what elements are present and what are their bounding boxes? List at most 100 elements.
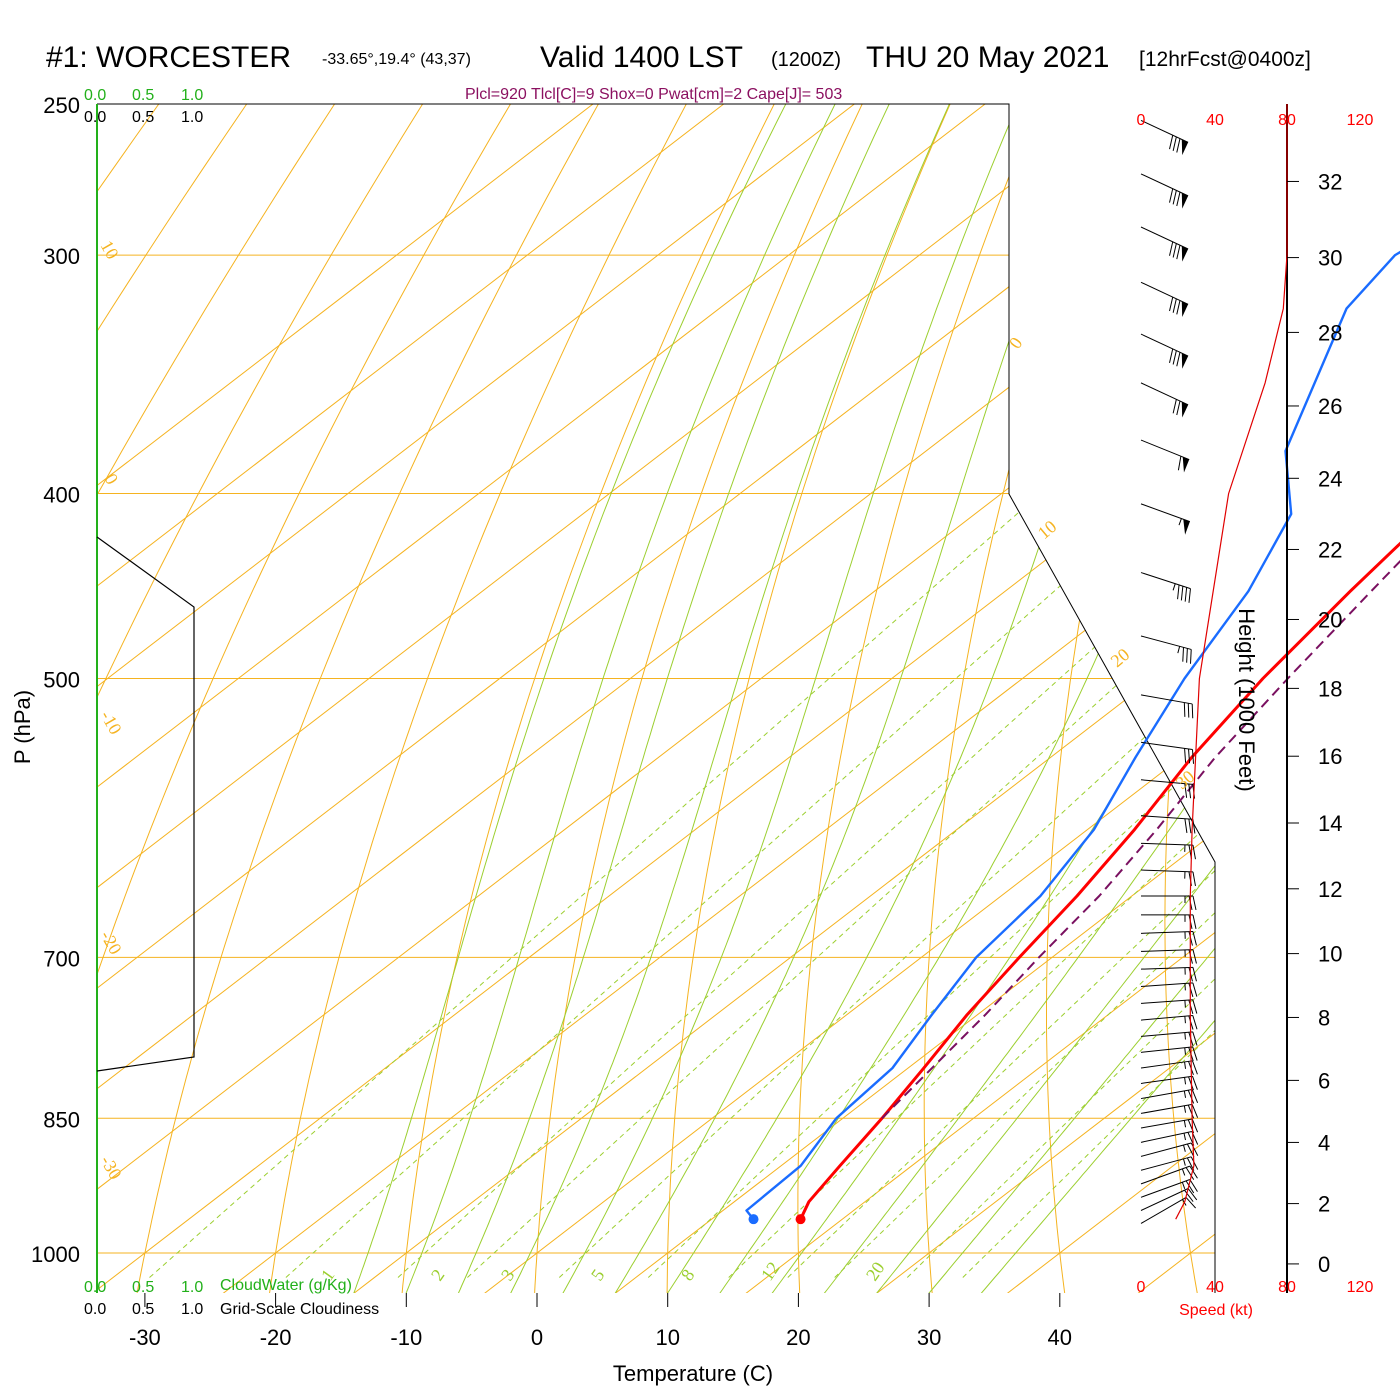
wind-barb: [1140, 635, 1192, 664]
mixing-ratio-2: [397, 493, 1215, 1278]
pressure-tick-1000: 1000: [31, 1242, 80, 1267]
wind-barb: [1140, 1103, 1199, 1119]
wind-barb: [1140, 572, 1191, 603]
wind-barb: [1140, 281, 1189, 317]
zulu-time: (1200Z): [771, 49, 841, 71]
height-tick-18: 18: [1318, 676, 1342, 701]
cloudiness-label: Grid-Scale Cloudiness: [220, 1301, 379, 1318]
height-tick-32: 32: [1318, 169, 1342, 194]
mixing-ratio-0.4: [149, 493, 1041, 1278]
wind-barb: [1140, 503, 1191, 535]
plot-frame: [97, 103, 1216, 1293]
temp-tick-30: 30: [917, 1325, 941, 1350]
y-axis-title: P (hPa): [10, 690, 35, 764]
valid-time: Valid 1400 LST: [540, 41, 743, 74]
moist-adiabat: [928, 104, 1215, 1293]
speed-axis-label: Speed (kt): [1179, 1302, 1253, 1319]
height-tick-30: 30: [1318, 246, 1342, 271]
dry-adiabat: [666, 104, 966, 1293]
moist-adiabat: [353, 104, 795, 1293]
mixing-ratio-label-5: 5: [587, 1265, 609, 1284]
height-tick-20: 20: [1318, 607, 1342, 632]
cloud-scale-bottom-green-2: 1.0: [181, 1279, 203, 1296]
isotherm--90: [97, 104, 899, 1293]
wind-barbs: [1140, 119, 1199, 1224]
isotherm--80: [97, 104, 1030, 1293]
mixing-ratio-12: [728, 493, 1215, 1278]
wind-barb: [1141, 914, 1197, 929]
wind-speed-line: [1175, 104, 1288, 1220]
mixing-ratio-label-20: 20: [862, 1258, 889, 1284]
wind-barb: [1141, 895, 1197, 911]
surface-dewpoint-marker: [748, 1214, 759, 1225]
speed-tick-top-40: 40: [1206, 112, 1224, 129]
wind-barb: [1140, 982, 1198, 998]
dry-adiabat: [97, 104, 184, 1293]
wind-barb: [1140, 966, 1197, 982]
mixing-ratio-8: [647, 493, 1215, 1278]
height-tick-6: 6: [1318, 1068, 1330, 1093]
moist-adiabat: [562, 104, 1026, 1293]
temp-tick-0: 0: [531, 1325, 543, 1350]
station-coords: -33.65°,19.4° (43,37): [322, 51, 471, 68]
mixing-ratio-5: [558, 493, 1215, 1278]
mixing-ratio-1: [285, 493, 1165, 1278]
pressure-tick-850: 850: [43, 1107, 80, 1132]
dry-adiabat-label-2: -10: [97, 707, 126, 738]
moist-adiabat: [876, 104, 1215, 1293]
mixing-ratio-28: [906, 493, 1215, 1278]
wind-barb: [1140, 741, 1195, 764]
cloud-scale-bottom-black-2: 1.0: [181, 1301, 203, 1318]
isotherm-50: [1137, 104, 1215, 1293]
dewpoint-line: [745, 250, 1400, 1220]
pressure-tick-500: 500: [43, 668, 80, 693]
moist-adiabat: [719, 104, 1215, 1293]
wind-barb: [1140, 1165, 1198, 1185]
height-tick-2: 2: [1318, 1192, 1330, 1217]
wind-barb: [1140, 869, 1196, 887]
isotherm--70: [97, 104, 1161, 1293]
cloud-scale-top-black-0: 0.0: [84, 109, 106, 126]
isobar-lines: [97, 103, 1215, 1254]
speed-tick-top-0: 0: [1137, 112, 1146, 129]
wind-barb: [1140, 382, 1189, 418]
temp-tick--10: -10: [390, 1325, 422, 1350]
wind-barb: [1140, 1015, 1198, 1030]
isotherm-30: [876, 104, 1215, 1293]
isotherm-0: [484, 104, 1215, 1293]
height-tick-26: 26: [1318, 394, 1342, 419]
moist-adiabat: [980, 104, 1215, 1293]
height-tick-12: 12: [1318, 877, 1342, 902]
cloud-scale-bottom-black-0: 0.0: [84, 1301, 106, 1318]
moist-adiabat: [510, 104, 958, 1293]
height-tick-22: 22: [1318, 537, 1342, 562]
mixing-ratio-lines: [149, 493, 1215, 1278]
x-axis-title: Temperature (C): [613, 1361, 773, 1386]
wind-barb: [1140, 333, 1189, 369]
cloud-scale-top-green-0: 0.0: [84, 87, 106, 104]
dry-adiabat: [923, 104, 1140, 1293]
temp-tick--30: -30: [129, 1325, 161, 1350]
wind-barb: [1140, 1188, 1198, 1211]
mixing-ratio-16: [787, 493, 1215, 1278]
pressure-tick-700: 700: [43, 946, 80, 971]
isotherm-20: [745, 104, 1215, 1293]
isotherm--40: [97, 104, 1215, 1293]
station-title: #1: WORCESTER: [46, 41, 291, 74]
moist-adiabat: [771, 104, 1215, 1293]
dry-adiabat-label-4: -30: [97, 1152, 126, 1183]
moist-adiabat: [405, 104, 844, 1293]
wind-barb: [1140, 1179, 1198, 1198]
dry-adiabat-label-1: 0: [101, 470, 123, 488]
surface-temperature-marker: [795, 1214, 806, 1225]
isotherm--30: [97, 104, 1215, 1293]
height-tick-14: 14: [1318, 811, 1342, 836]
cloud-scale-top-green-2: 1.0: [181, 87, 203, 104]
pressure-tick-250: 250: [43, 93, 80, 118]
mixing-ratio-20: [834, 493, 1215, 1278]
moist-adiabat-lines: [353, 104, 1215, 1293]
wind-barb: [1140, 815, 1196, 834]
dry-adiabat: [97, 104, 358, 1293]
moist-adiabat: [457, 104, 898, 1293]
